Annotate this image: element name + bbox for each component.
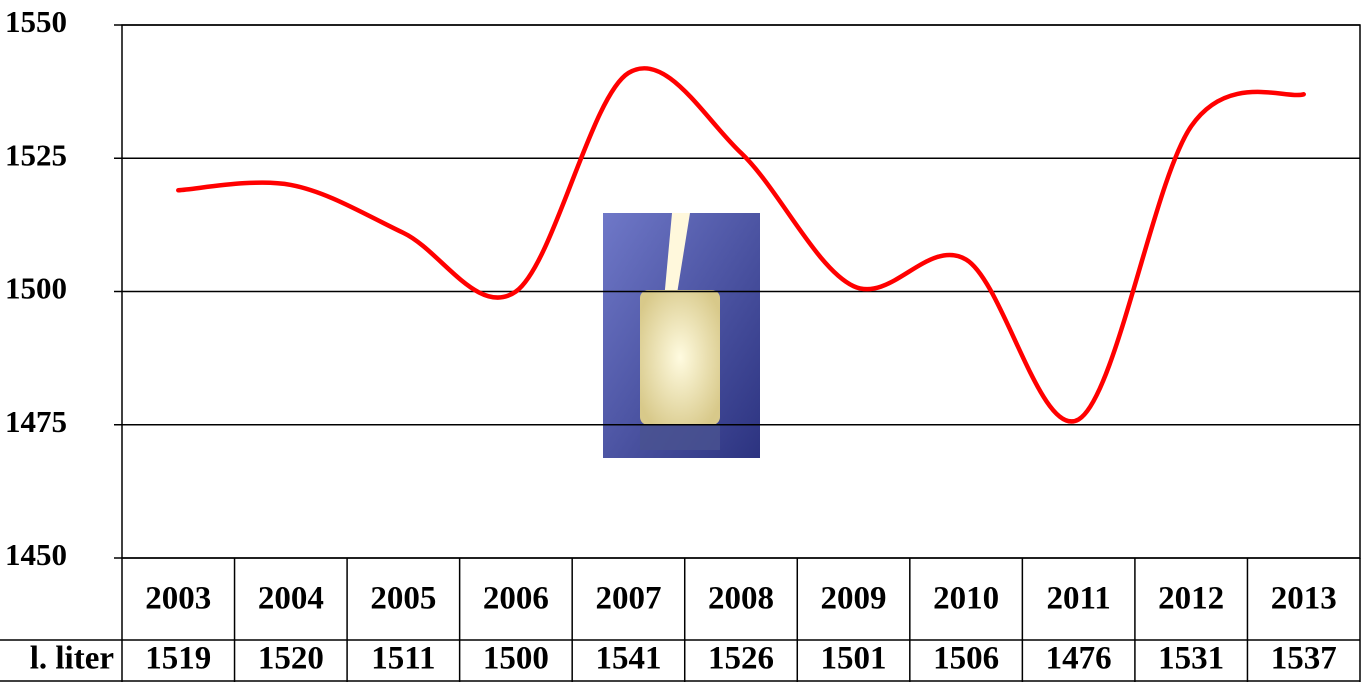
y-tick-label: 1475 [5,404,67,439]
x-tick-label: 2004 [258,581,324,617]
x-tick-label: 2013 [1271,581,1337,617]
table-value: 1531 [1158,641,1224,677]
x-tick-label: 2009 [821,581,887,617]
table-value: 1501 [821,641,887,677]
row-label: l. liter [30,641,114,677]
table-value: 1519 [145,641,211,677]
x-tick-label: 2007 [595,581,661,617]
table-value: 1500 [483,641,549,677]
x-tick-label: 2012 [1158,581,1224,617]
x-tick-label: 2003 [145,581,211,617]
milk-glass-picture [603,213,760,458]
table-value: 1511 [371,641,435,677]
x-tick-label: 2005 [370,581,436,617]
x-tick-label: 2006 [483,581,549,617]
x-tick-label: 2008 [708,581,774,617]
y-tick-label: 1450 [5,537,67,572]
table-value: 1537 [1271,641,1337,677]
table-value: 1541 [595,641,661,677]
table-value: 1506 [933,641,999,677]
data-line [176,66,1306,424]
table-value: 1476 [1046,641,1112,677]
y-tick-label: 1500 [5,271,67,306]
table-value: 1526 [708,641,774,677]
plot-frame [121,24,1361,559]
table-value: 1520 [258,641,324,677]
y-tick-label: 1550 [5,4,67,39]
x-tick-label: 2011 [1047,581,1111,617]
x-tick-label: 2010 [933,581,999,617]
y-tick-label: 1525 [5,137,67,172]
